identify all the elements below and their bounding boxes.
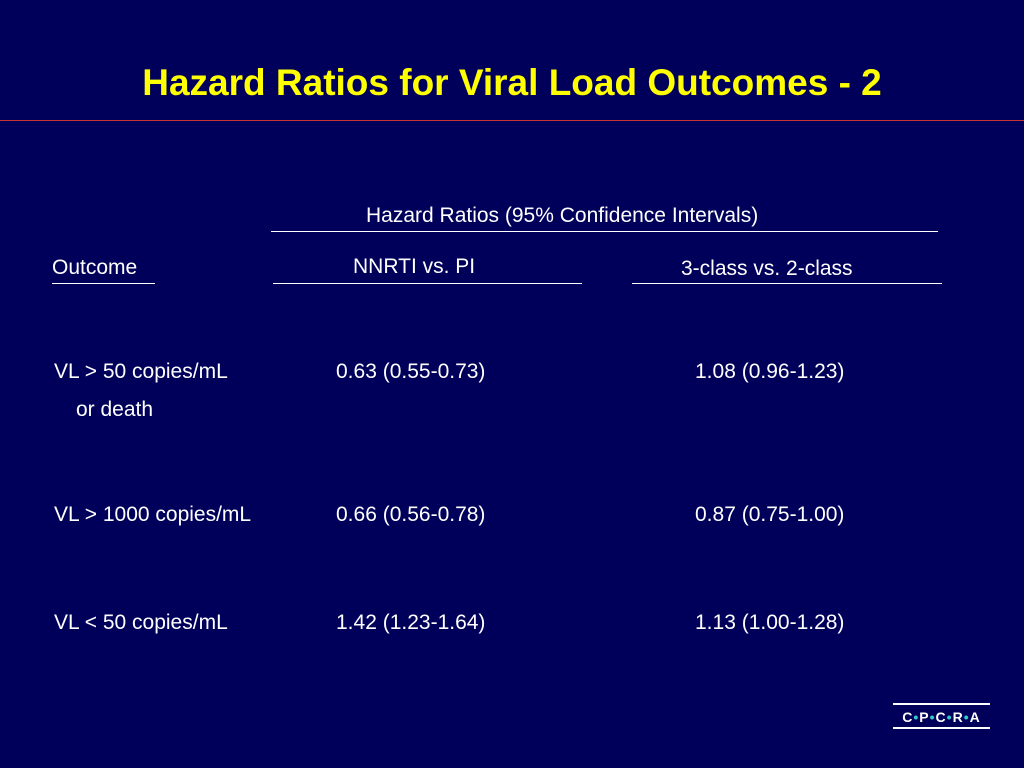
logo-text: C•P•C•R•A [902, 709, 981, 725]
row-3class-value: 0.87 (0.75-1.00) [695, 503, 845, 526]
row-nnrti-value: 0.63 (0.55-0.73) [336, 360, 486, 383]
row-outcome-continued: or death [76, 398, 154, 421]
group-header-rule [271, 231, 938, 232]
logo-bottom-rule [893, 727, 990, 729]
group-header: Hazard Ratios (95% Confidence Intervals) [366, 204, 759, 227]
row-nnrti-value: 0.66 (0.56-0.78) [336, 503, 486, 526]
cpcra-logo: C•P•C•R•A [893, 703, 990, 729]
row-nnrti-value: 1.42 (1.23-1.64) [336, 611, 486, 634]
row-3class-value: 1.08 (0.96-1.23) [695, 360, 845, 383]
logo-top-rule [893, 703, 990, 705]
col1-header-rule [273, 283, 582, 284]
outcome-header-rule [52, 283, 155, 284]
row-outcome: VL > 50 copies/mL [54, 360, 228, 383]
title-divider [0, 120, 1024, 121]
row-outcome: VL < 50 copies/mL [54, 611, 228, 634]
row-3class-value: 1.13 (1.00-1.28) [695, 611, 845, 634]
slide-title: Hazard Ratios for Viral Load Outcomes - … [142, 62, 882, 103]
col2-header-rule [632, 283, 942, 284]
outcome-header: Outcome [52, 256, 138, 279]
col2-header: 3-class vs. 2-class [681, 257, 853, 280]
col1-header: NNRTI vs. PI [353, 255, 476, 278]
row-outcome: VL > 1000 copies/mL [54, 503, 252, 526]
